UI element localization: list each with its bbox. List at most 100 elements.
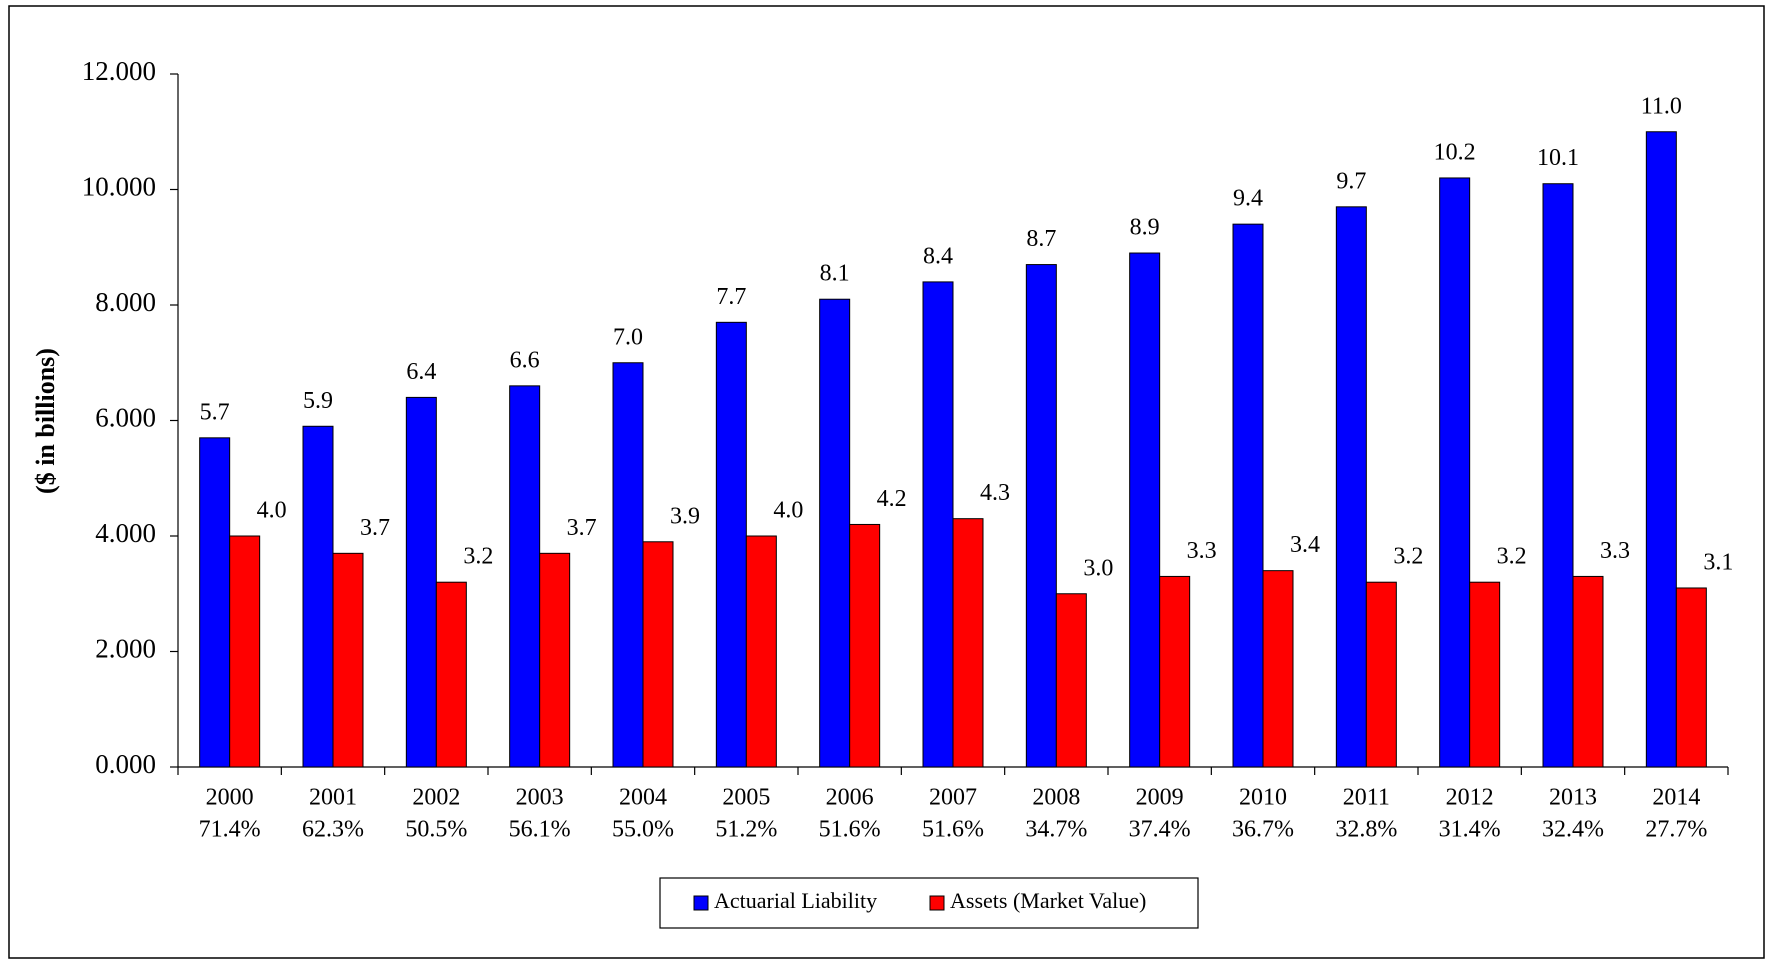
value-label: 3.3 [1600,538,1630,564]
legend-label: Assets (Market Value) [950,888,1146,913]
x-tick-label: 2010 [1239,785,1287,811]
value-label: 6.6 [510,347,540,373]
x-tick-label: 2007 [929,785,977,811]
bar [1232,223,1264,768]
legend-label: Actuarial Liability [714,888,877,913]
bar [1439,177,1471,768]
value-label: 8.4 [923,243,953,269]
y-tick-label: 10.000 [82,172,156,202]
bar [435,581,467,768]
x-tick-label: 2002 [412,785,460,811]
value-label: 5.7 [200,399,230,425]
value-label: 3.7 [360,515,390,541]
x-tick-label: 2011 [1343,785,1390,811]
x-tick-label: 2008 [1032,785,1080,811]
y-tick-label: 0.000 [95,749,156,779]
x-tick-sublabel: 56.1% [509,817,571,843]
bar [715,321,747,768]
x-tick-sublabel: 62.3% [302,817,364,843]
value-label: 3.1 [1703,549,1733,575]
bar [745,535,777,768]
value-label: 3.3 [1187,538,1217,564]
value-label: 8.1 [820,261,850,287]
legend-swatch [693,895,709,911]
value-label: 7.7 [716,284,746,310]
value-label: 4.0 [773,498,803,524]
bar [1055,593,1087,768]
x-tick-label: 2006 [826,785,874,811]
x-tick-label: 2005 [722,785,770,811]
value-label: 9.4 [1233,186,1263,212]
x-tick-sublabel: 32.4% [1542,817,1604,843]
y-axis-label: ($ in billions) [31,348,60,494]
bar [539,552,571,768]
bar [302,425,334,768]
bar [1675,587,1707,768]
value-label: 9.7 [1336,168,1366,194]
y-tick-label: 2.000 [95,634,156,664]
bar [1469,581,1501,768]
value-label: 8.7 [1026,226,1056,252]
y-tick-label: 6.000 [95,403,156,433]
value-label: 10.1 [1537,145,1579,171]
x-tick-sublabel: 36.7% [1232,817,1294,843]
x-tick-label: 2004 [619,785,667,811]
bar [405,396,437,768]
legend-swatch [929,895,945,911]
bar [1572,575,1604,768]
bar [1262,570,1294,768]
x-tick-label: 2001 [309,785,357,811]
bar [1025,264,1057,768]
bar [612,362,644,768]
value-label: 3.9 [670,503,700,529]
value-label: 6.4 [406,359,436,385]
x-tick-sublabel: 34.7% [1025,817,1087,843]
y-tick-label: 4.000 [95,518,156,548]
x-tick-sublabel: 32.8% [1335,817,1397,843]
value-label: 4.0 [257,498,287,524]
bar [952,518,984,768]
bar [199,437,231,768]
x-tick-label: 2000 [206,785,254,811]
x-tick-label: 2014 [1652,785,1700,811]
value-label: 3.0 [1083,555,1113,581]
bar [1542,183,1574,768]
value-label: 5.9 [303,388,333,414]
x-tick-sublabel: 51.2% [715,817,777,843]
bar [1159,575,1191,768]
value-label: 3.7 [567,515,597,541]
bar [332,552,364,768]
value-label: 11.0 [1641,93,1682,119]
bar [849,523,881,768]
x-tick-label: 2009 [1136,785,1184,811]
bar [819,298,851,768]
bar [509,385,541,768]
value-label: 3.4 [1290,532,1320,558]
x-tick-label: 2013 [1549,785,1597,811]
x-tick-sublabel: 71.4% [199,817,261,843]
x-tick-sublabel: 37.4% [1129,817,1191,843]
x-tick-label: 2012 [1446,785,1494,811]
x-tick-sublabel: 51.6% [922,817,984,843]
bar [642,541,674,768]
value-label: 4.2 [877,486,907,512]
x-tick-sublabel: 31.4% [1439,817,1501,843]
bar [1129,252,1161,768]
y-tick-label: 12.000 [82,56,156,86]
value-label: 3.2 [463,544,493,570]
bar [1365,581,1397,768]
value-label: 3.2 [1393,544,1423,570]
x-tick-sublabel: 50.5% [405,817,467,843]
bar [229,535,261,768]
legend-box [659,877,1199,929]
value-label: 10.2 [1434,139,1476,165]
x-tick-sublabel: 55.0% [612,817,674,843]
value-label: 3.2 [1497,544,1527,570]
value-label: 4.3 [980,480,1010,506]
bar [922,281,954,768]
value-label: 7.0 [613,324,643,350]
bar [1335,206,1367,768]
chart-border [8,5,1765,959]
x-tick-label: 2003 [516,785,564,811]
